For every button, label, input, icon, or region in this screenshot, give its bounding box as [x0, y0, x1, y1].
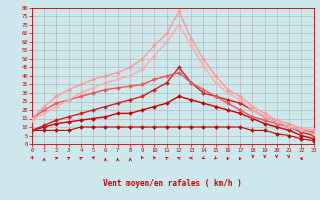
Text: Vent moyen/en rafales ( km/h ): Vent moyen/en rafales ( km/h )	[103, 180, 242, 188]
